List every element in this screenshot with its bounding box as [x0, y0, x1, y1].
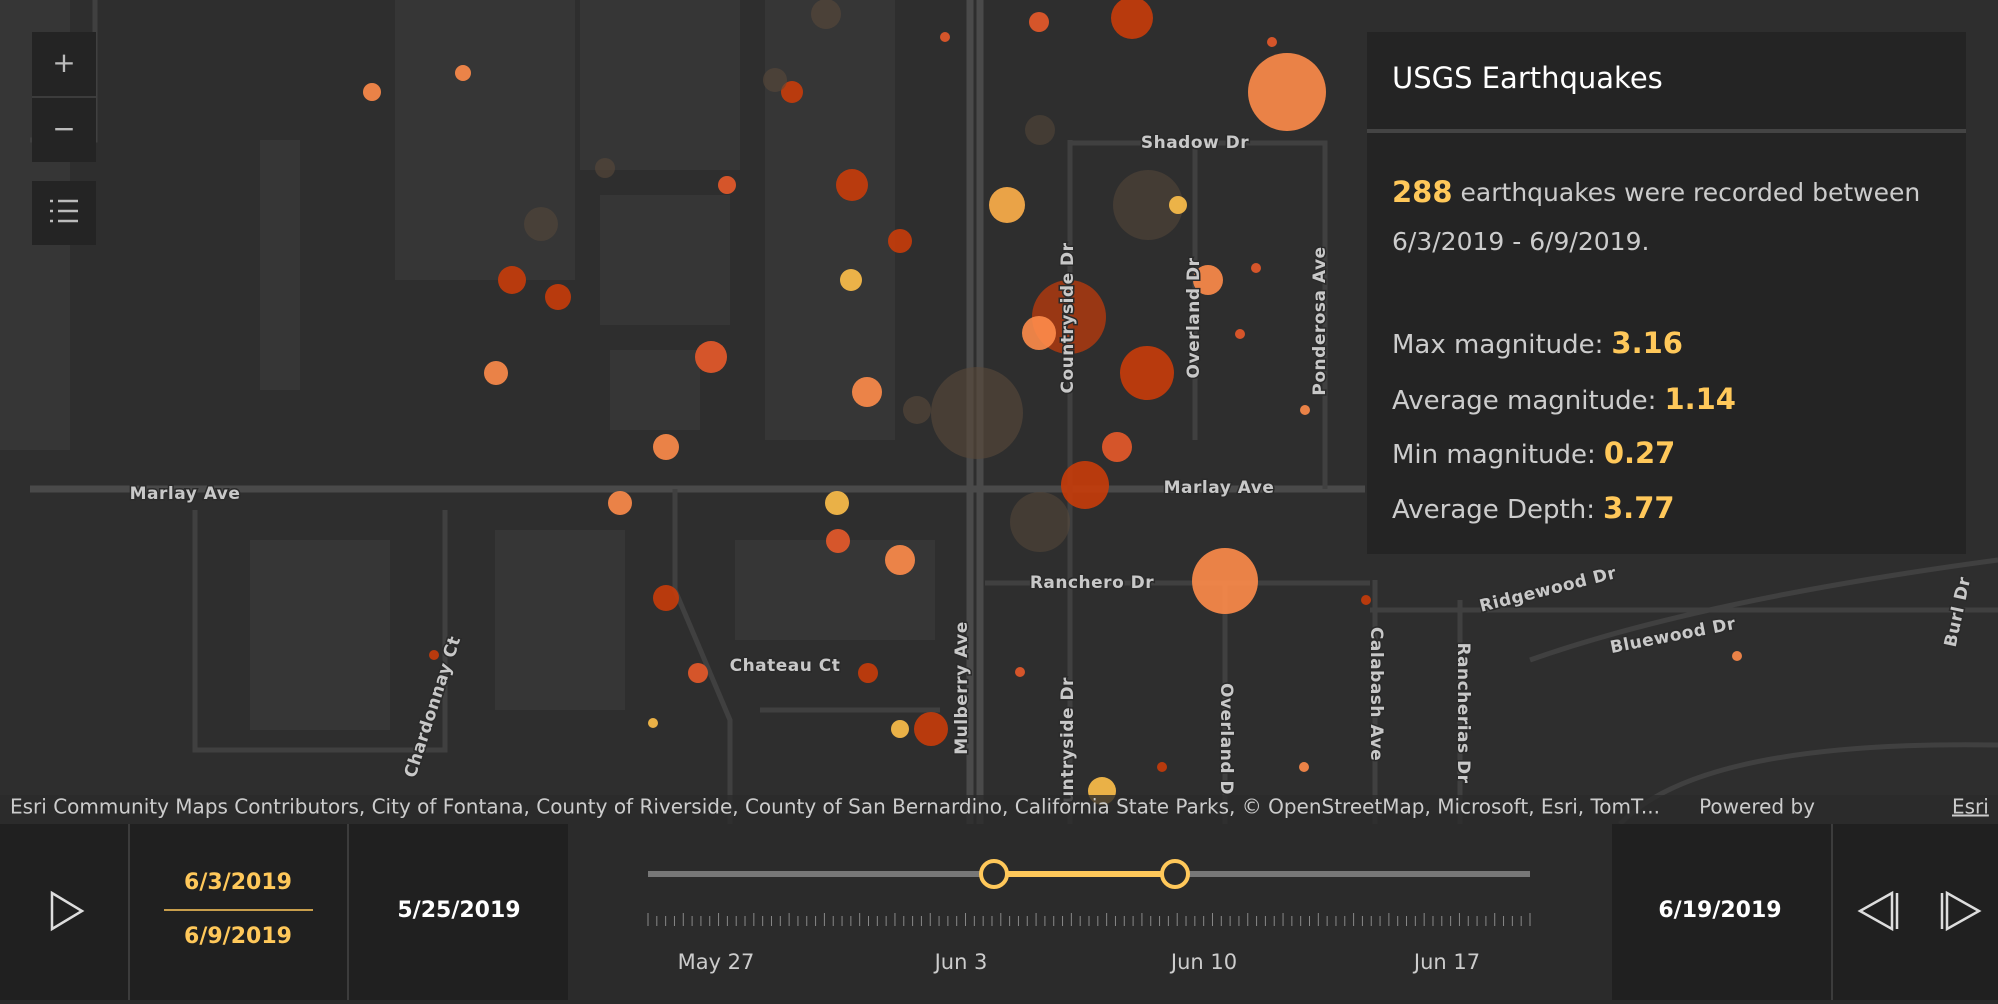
tick-label: Jun 10	[1169, 950, 1237, 974]
powered-by: Powered by	[1699, 795, 1815, 819]
map-controls: + −	[32, 32, 96, 245]
stat: Average magnitude: 1.14	[1392, 382, 1736, 416]
next-button[interactable]	[1940, 890, 1982, 932]
max-date: 6/19/2019	[1658, 898, 1781, 923]
street-label: Ponderosa Ave	[1310, 246, 1330, 395]
attribution-bar	[0, 795, 1998, 824]
street-label: Mulberry Ave	[952, 621, 972, 754]
panel-title: USGS Earthquakes	[1392, 61, 1663, 95]
slider-area	[568, 824, 1612, 1000]
stat: Average Depth: 3.77	[1392, 491, 1675, 525]
stat-label: Average magnitude:	[1392, 386, 1656, 416]
street-label: Countryside Dr	[1058, 242, 1078, 393]
stat: Max magnitude: 3.16	[1392, 326, 1683, 360]
street-label: untryside Dr	[1058, 677, 1078, 803]
street-label: Shadow Dr	[1141, 133, 1249, 153]
play-button[interactable]	[50, 890, 85, 932]
street-label: Overland Dr	[1184, 257, 1204, 378]
zoom-out-button[interactable]: −	[52, 112, 75, 145]
count: 288	[1392, 175, 1453, 209]
slider-ticks	[647, 913, 1531, 926]
range: 6/3/2019 - 6/9/2019.	[1392, 227, 1649, 256]
stat-value: 1.14	[1664, 382, 1736, 416]
street-label: Rancherias Dr	[1453, 642, 1473, 783]
previous-button[interactable]	[1857, 890, 1899, 932]
start-date: 6/3/2019	[184, 870, 292, 895]
stat-label: Average Depth:	[1392, 495, 1595, 525]
info-panel: USGS Earthquakes 288 earthquakes were rec…	[1367, 32, 1966, 554]
stat-value: 3.16	[1611, 326, 1683, 360]
street-label: Ranchero Dr	[1030, 573, 1154, 593]
slider-thumb[interactable]	[1160, 859, 1190, 889]
count-text: earthquakes were recorded between	[1461, 178, 1921, 207]
list-icon	[50, 199, 78, 223]
esri-link[interactable]: Esri	[1952, 795, 1989, 819]
slider-thumb[interactable]	[979, 859, 1009, 889]
stat-value: 0.27	[1604, 436, 1676, 470]
street-label: Overland D	[1216, 683, 1236, 795]
tick-label: May 27	[678, 950, 755, 974]
stat-label: Min magnitude:	[1392, 440, 1596, 470]
stat: Min magnitude: 0.27	[1392, 436, 1675, 470]
end-date: 6/9/2019	[184, 924, 292, 949]
street-label: Chateau Ct	[730, 656, 841, 676]
panel-bg	[1367, 32, 1966, 554]
street-label: Marlay Ave	[130, 484, 241, 504]
tick-label: Jun 17	[1412, 950, 1480, 974]
zoom-in-button[interactable]: +	[52, 46, 75, 79]
summary: 288 earthquakes were recorded between	[1392, 175, 1920, 209]
layer-list-button[interactable]	[32, 181, 96, 245]
earthquake-points	[363, 0, 1742, 805]
attribution: Esri Community Maps Contributors, City o…	[10, 795, 1660, 819]
tick-label: Jun 3	[933, 950, 988, 974]
min-date: 5/25/2019	[397, 898, 520, 923]
street-label: Marlay Ave	[1164, 478, 1275, 498]
street-label: Calabash Ave	[1366, 627, 1386, 761]
stat-value: 3.77	[1603, 491, 1675, 525]
stat-label: Max magnitude:	[1392, 330, 1603, 360]
